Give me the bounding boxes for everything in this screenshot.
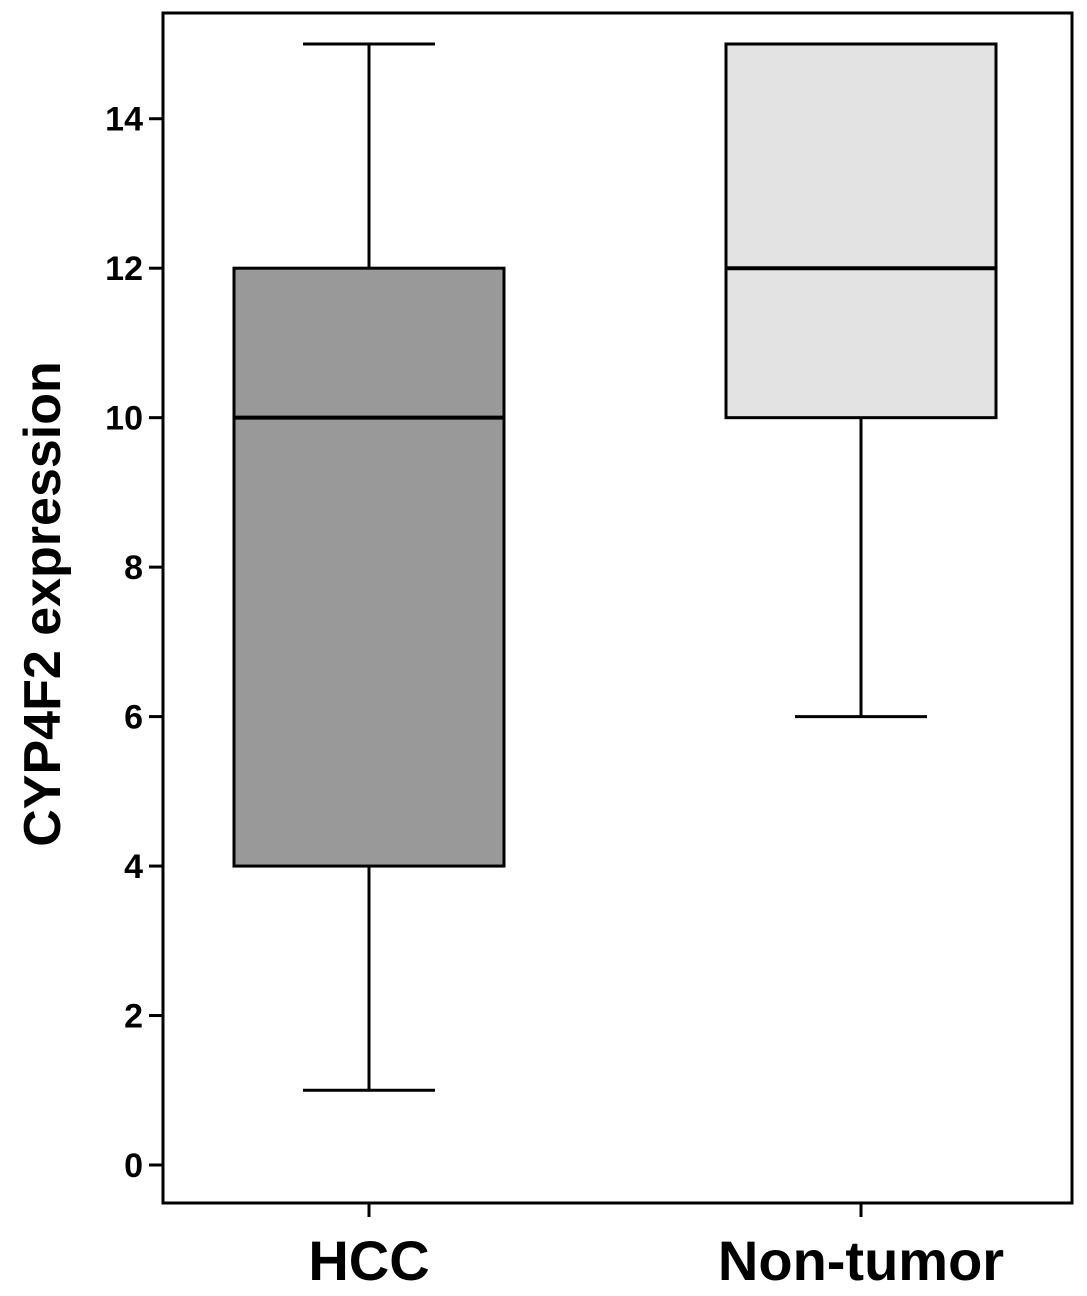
- y-tick-label: 12: [105, 250, 143, 288]
- y-tick-label: 10: [105, 400, 143, 438]
- plot-frame: [161, 11, 1074, 1205]
- y-tick-label: 2: [124, 998, 143, 1036]
- iqr-box: [232, 266, 506, 868]
- y-axis: 0 2 4 6 8 10 12 14: [105, 101, 163, 1185]
- y-tick-label: 4: [124, 848, 143, 886]
- box-series: [232, 42, 998, 1092]
- x-category-label: Non-tumor: [718, 1229, 1004, 1292]
- y-tick-label: 6: [124, 699, 143, 737]
- y-tick-label: 0: [124, 1147, 143, 1185]
- box-hcc: [232, 42, 506, 1092]
- box-non-tumor: [724, 42, 998, 719]
- y-axis-title: CYP4F2 expression: [14, 361, 72, 847]
- x-category-label: HCC: [308, 1229, 429, 1292]
- y-tick-label: 14: [105, 101, 143, 139]
- iqr-box: [724, 42, 998, 420]
- y-tick-label: 8: [124, 549, 143, 587]
- x-axis: HCC Non-tumor: [308, 1203, 1004, 1292]
